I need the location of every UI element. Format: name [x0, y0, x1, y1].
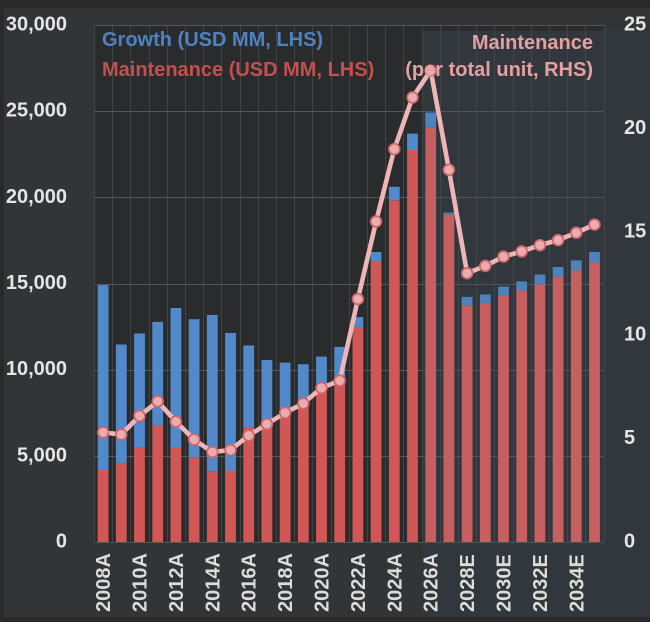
svg-text:2024A: 2024A — [384, 553, 406, 612]
svg-text:5: 5 — [624, 427, 635, 449]
svg-text:2008A: 2008A — [93, 553, 115, 612]
svg-text:2026A: 2026A — [421, 553, 443, 612]
svg-text:2028E: 2028E — [457, 554, 479, 612]
svg-text:5,000: 5,000 — [17, 444, 67, 466]
svg-text:Maintenance: Maintenance — [472, 32, 593, 54]
svg-text:2012A: 2012A — [166, 553, 188, 612]
svg-text:0: 0 — [624, 531, 635, 553]
svg-text:30,000: 30,000 — [6, 14, 67, 36]
svg-text:Growth (USD MM, LHS): Growth (USD MM, LHS) — [102, 29, 323, 51]
svg-text:2022A: 2022A — [348, 553, 370, 612]
svg-text:2018A: 2018A — [275, 553, 297, 612]
svg-text:Maintenance (USD MM, LHS): Maintenance (USD MM, LHS) — [102, 59, 374, 81]
svg-text:15,000: 15,000 — [6, 272, 67, 294]
svg-text:2032E: 2032E — [530, 554, 552, 612]
svg-text:2030E: 2030E — [494, 554, 516, 612]
svg-text:2010A: 2010A — [130, 553, 152, 612]
svg-text:20,000: 20,000 — [6, 186, 67, 208]
svg-text:10,000: 10,000 — [6, 358, 67, 380]
svg-text:15: 15 — [624, 220, 646, 242]
svg-text:2016A: 2016A — [239, 553, 261, 612]
svg-text:2020A: 2020A — [312, 553, 334, 612]
svg-text:2014A: 2014A — [202, 553, 224, 612]
svg-text:25: 25 — [624, 14, 646, 36]
svg-text:25,000: 25,000 — [6, 100, 67, 122]
svg-text:20: 20 — [624, 117, 646, 139]
svg-text:10: 10 — [624, 324, 646, 346]
svg-text:0: 0 — [56, 531, 67, 553]
svg-text:2034E: 2034E — [566, 554, 588, 612]
svg-text:(per total unit, RHS): (per total unit, RHS) — [405, 59, 593, 81]
